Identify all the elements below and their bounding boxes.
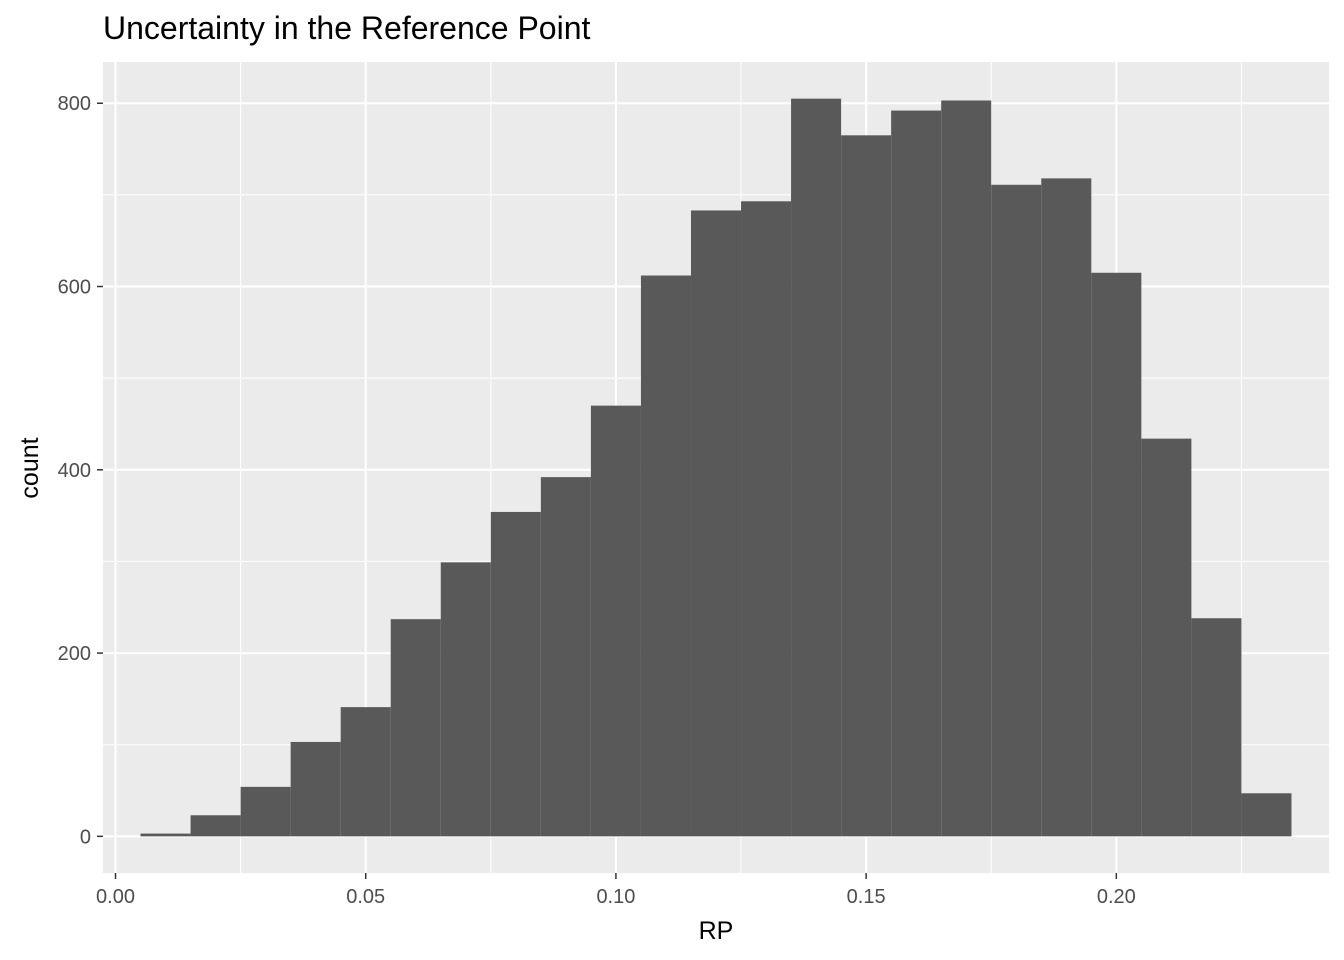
y-tick-label: 0 <box>80 826 91 848</box>
x-tick-label: 0.10 <box>596 886 635 908</box>
histogram-bars <box>140 98 1292 837</box>
histogram-bar <box>540 477 591 837</box>
histogram-bar <box>1241 793 1292 837</box>
y-axis-title: count <box>16 437 44 498</box>
x-axis-title: RP <box>699 917 734 945</box>
histogram-bar <box>190 815 241 837</box>
histogram-bar <box>440 562 491 837</box>
histogram-bar <box>1091 272 1142 837</box>
x-tick-label: 0.05 <box>346 886 385 908</box>
axes: 0.00 0.05 0.10 0.15 0.20 0 200 400 600 800 <box>58 93 1136 908</box>
histogram-bar <box>140 833 191 837</box>
histogram-bar <box>340 707 391 837</box>
chart-title: Uncertainty in the Reference Point <box>103 10 591 46</box>
histogram-bar <box>1041 178 1092 837</box>
histogram-bar <box>941 100 992 837</box>
y-tick-label: 200 <box>58 643 91 665</box>
histogram-bar <box>841 135 892 837</box>
x-tick-label: 0.00 <box>96 886 135 908</box>
histogram-bar <box>390 619 441 837</box>
histogram-bar <box>640 275 691 837</box>
y-tick-label: 800 <box>58 93 91 115</box>
x-tick-label: 0.15 <box>847 886 886 908</box>
x-tick-label: 0.20 <box>1097 886 1136 908</box>
histogram-bar <box>1191 618 1242 837</box>
y-tick-label: 600 <box>58 277 91 299</box>
histogram-bar <box>991 184 1042 837</box>
histogram-bar <box>240 786 291 837</box>
histogram-bar <box>791 98 842 837</box>
histogram-bar <box>1141 438 1192 837</box>
histogram-bar <box>290 741 341 837</box>
histogram-bar <box>891 110 942 837</box>
y-tick-label: 400 <box>58 460 91 482</box>
histogram-bar <box>690 210 742 837</box>
histogram-bar <box>741 201 792 837</box>
histogram-bar <box>590 405 641 837</box>
histogram-bar <box>490 511 541 837</box>
